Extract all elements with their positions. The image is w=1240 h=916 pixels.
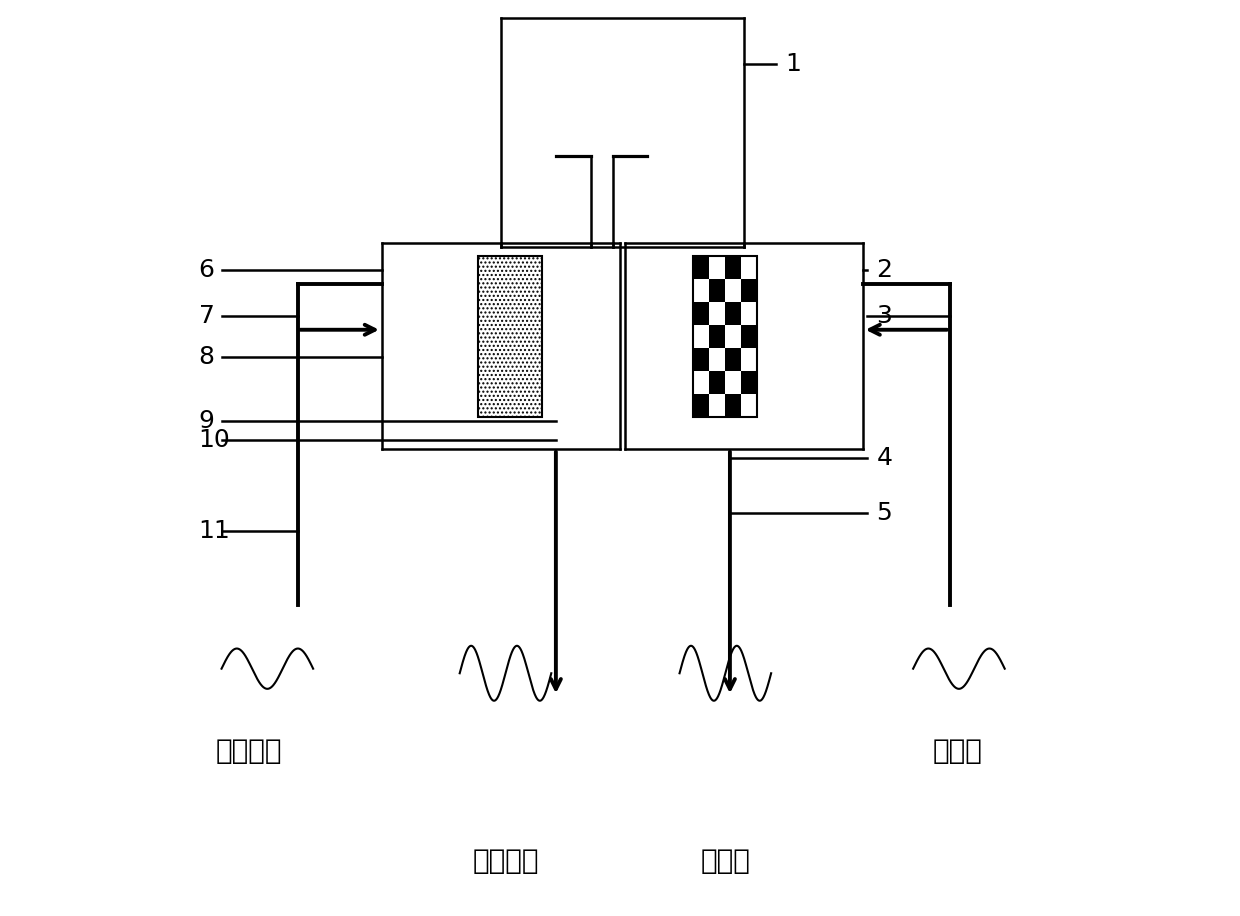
Bar bbox=[693, 256, 709, 279]
Bar bbox=[693, 256, 758, 417]
Text: 1: 1 bbox=[785, 52, 801, 76]
Text: 2: 2 bbox=[877, 258, 893, 282]
Text: 5: 5 bbox=[877, 501, 893, 525]
Bar bbox=[725, 302, 742, 325]
Bar bbox=[709, 371, 725, 394]
Text: 3: 3 bbox=[877, 304, 893, 328]
Bar bbox=[693, 348, 709, 371]
Bar bbox=[725, 394, 742, 417]
Text: 9: 9 bbox=[198, 409, 215, 433]
Bar bbox=[742, 279, 758, 302]
Text: 6: 6 bbox=[198, 258, 215, 282]
Text: 浓盐水: 浓盐水 bbox=[701, 847, 750, 875]
Bar bbox=[709, 325, 725, 348]
Bar bbox=[742, 325, 758, 348]
Bar bbox=[479, 256, 542, 417]
Text: 浓盐水: 浓盐水 bbox=[932, 737, 982, 765]
Text: 7: 7 bbox=[198, 304, 215, 328]
Bar bbox=[693, 302, 709, 325]
Bar bbox=[742, 371, 758, 394]
Bar bbox=[709, 279, 725, 302]
Text: 8: 8 bbox=[198, 345, 215, 369]
Text: 普通海水: 普通海水 bbox=[216, 737, 283, 765]
Bar bbox=[725, 348, 742, 371]
Bar bbox=[725, 256, 742, 279]
Text: 4: 4 bbox=[877, 446, 893, 470]
Bar bbox=[693, 394, 709, 417]
Text: 普通海水: 普通海水 bbox=[472, 847, 538, 875]
Text: 11: 11 bbox=[198, 519, 231, 543]
Text: 10: 10 bbox=[198, 428, 231, 452]
